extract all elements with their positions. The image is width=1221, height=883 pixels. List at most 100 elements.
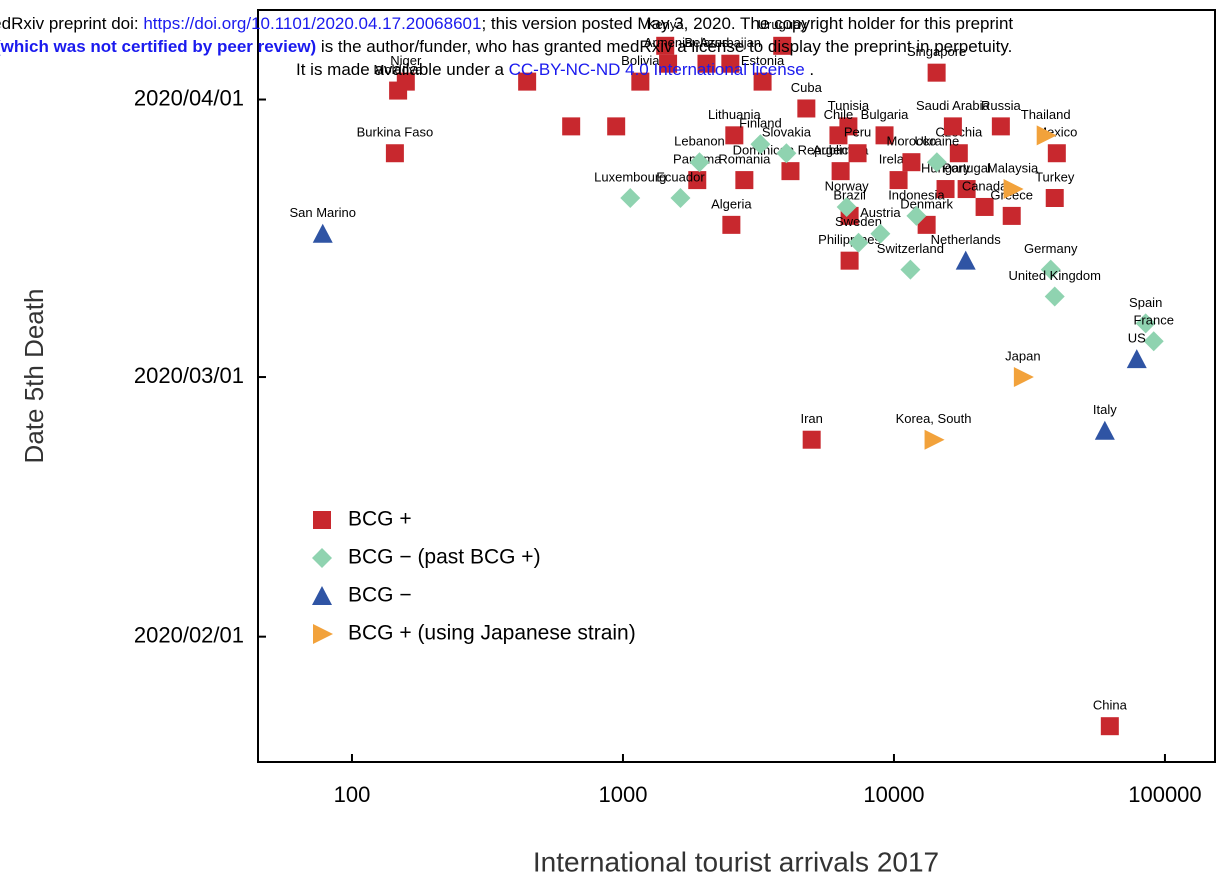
marker: [620, 188, 641, 208]
marker: [1135, 313, 1156, 334]
marker: [924, 429, 945, 450]
legend-label: BCG +: [348, 508, 412, 531]
marker: [1094, 420, 1115, 440]
marker: [802, 430, 821, 449]
marker: [389, 81, 408, 100]
marker: [753, 72, 772, 91]
marker: [1003, 179, 1024, 200]
data-label: Netherlands: [931, 232, 1002, 247]
data-label: Niger: [390, 53, 422, 68]
header-line: It is made available under a CC-BY-NC-ND…: [296, 60, 814, 80]
y-tick-label: 2020/02/01: [134, 622, 244, 647]
data-label: Singapore: [907, 44, 966, 59]
marker: [750, 134, 771, 155]
marker: [697, 54, 716, 73]
data-label: Saudi Arabia: [916, 98, 990, 113]
data-label: Lithuania: [708, 107, 762, 122]
data-label: Belarus: [684, 35, 729, 50]
marker: [875, 126, 894, 145]
marker: [689, 152, 710, 173]
data-label: Luxembourg: [594, 169, 666, 184]
marker: [906, 205, 927, 226]
x-tick-label: 100000: [1128, 782, 1201, 807]
marker: [659, 54, 678, 73]
header-text: (which was not certified by peer review): [0, 37, 317, 56]
marker: [840, 251, 859, 270]
y-tick-label: 2020/04/01: [134, 85, 244, 110]
marker: [725, 126, 744, 145]
marker: [1002, 206, 1021, 225]
data-label: Portugal: [942, 160, 991, 175]
marker: [991, 117, 1010, 136]
data-label: Peru: [844, 125, 871, 140]
marker: [900, 259, 921, 280]
header-text: .: [804, 60, 815, 79]
marker: [975, 197, 994, 216]
marker: [631, 72, 650, 91]
marker: [721, 54, 740, 73]
marker: [957, 180, 976, 199]
data-label: Ecuador: [656, 169, 705, 184]
data-label: Azerbaijan: [700, 35, 761, 50]
header-link[interactable]: https://doi.org/10.1101/2020.04.17.20068…: [143, 14, 482, 33]
data-label: Turkey: [1035, 169, 1075, 184]
marker: [688, 171, 707, 190]
marker: [829, 126, 848, 145]
marker: [773, 36, 792, 55]
legend-label: BCG + (using Japanese strain): [348, 622, 636, 645]
data-label: Kenya: [647, 17, 685, 32]
marker: [385, 144, 404, 163]
marker: [1036, 125, 1057, 146]
marker: [1013, 367, 1034, 388]
marker: [1047, 144, 1066, 163]
marker: [848, 232, 869, 253]
marker: [735, 171, 754, 190]
data-label: Algeria: [711, 196, 752, 211]
data-label: Bulgaria: [861, 107, 909, 122]
y-axis-title: Date 5th Death: [19, 289, 49, 464]
data-label: Lebanon: [674, 134, 725, 149]
data-label: United Kingdom: [1008, 268, 1101, 283]
data-label: Germany: [1024, 241, 1078, 256]
data-label: Chile: [824, 107, 854, 122]
header-text: It is made available under a: [296, 60, 509, 79]
marker: [781, 162, 800, 181]
data-label: Estonia: [741, 53, 785, 68]
data-label: Finland: [739, 116, 782, 131]
data-label: Armenia: [644, 35, 693, 50]
marker: [1126, 349, 1147, 369]
header-link[interactable]: CC-BY-NC-ND 4.0 International license: [508, 60, 805, 79]
header-text: ; this version posted May 3, 2020. The c…: [481, 14, 1014, 33]
data-label: Slovakia: [762, 125, 812, 140]
data-label: Tunisia: [828, 98, 870, 113]
marker: [902, 153, 921, 172]
marker: [889, 171, 908, 190]
data-label: Uruguay: [758, 17, 808, 32]
legend-marker: [313, 511, 331, 529]
marker: [797, 99, 816, 118]
marker: [926, 152, 947, 173]
marker: [949, 144, 968, 163]
header-text: is the author/funder, who has granted me…: [316, 37, 1013, 56]
legend-marker: [312, 586, 332, 605]
data-label: Spain: [1129, 295, 1162, 310]
legend-marker: [313, 624, 333, 644]
data-label: France: [1133, 313, 1173, 328]
marker: [1040, 259, 1061, 280]
x-tick-label: 1000: [598, 782, 647, 807]
marker: [848, 144, 867, 163]
marker: [312, 223, 333, 243]
x-tick-label: 100: [334, 782, 371, 807]
header-text: medRxiv preprint doi:: [0, 14, 139, 33]
data-label: Korea, South: [896, 411, 972, 426]
data-label: Iran: [800, 411, 822, 426]
x-tick-label: 10000: [863, 782, 924, 807]
data-label: Russia: [981, 98, 1022, 113]
marker: [1100, 717, 1119, 736]
marker: [1044, 286, 1065, 307]
marker: [656, 36, 675, 55]
legend-marker: [312, 548, 332, 568]
data-label: Japan: [1005, 348, 1040, 363]
marker: [670, 188, 691, 208]
